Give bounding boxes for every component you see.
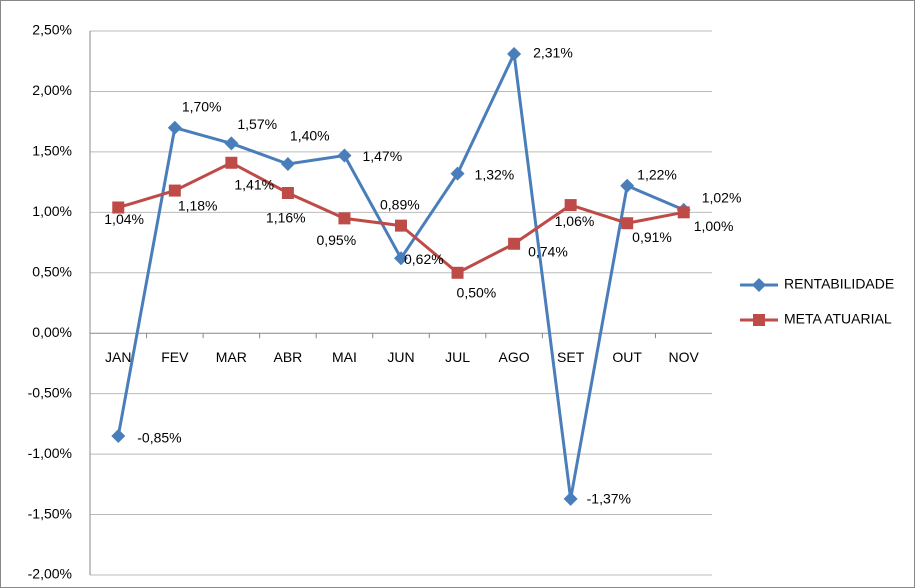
marker [451, 266, 464, 279]
data-label: 1,70% [182, 98, 222, 114]
x-tick-label: ABR [274, 349, 303, 365]
data-label: 0,74% [528, 243, 568, 259]
marker [752, 278, 766, 292]
data-label: 1,41% [234, 176, 274, 192]
y-tick-label: 1,00% [32, 203, 72, 219]
data-label: 1,40% [290, 128, 330, 144]
marker [337, 148, 352, 163]
data-label: -1,37% [587, 491, 631, 507]
y-tick-label: 1,50% [32, 143, 72, 159]
marker [677, 206, 690, 219]
marker [621, 217, 634, 230]
marker [394, 251, 408, 266]
x-tick-label: JUL [445, 349, 470, 365]
marker [753, 314, 765, 326]
legend-label: RENTABILIDADE [784, 276, 894, 292]
marker [280, 156, 295, 171]
marker [111, 428, 126, 443]
marker [112, 201, 125, 214]
data-label: 1,16% [266, 210, 306, 226]
x-tick-label: FEV [161, 349, 189, 365]
y-tick-label: -2,00% [28, 566, 72, 582]
data-label: 0,91% [632, 229, 672, 245]
legend-label: META ATUARIAL [784, 311, 892, 327]
y-tick-label: -0,50% [28, 384, 72, 400]
data-label: 0,50% [457, 284, 497, 300]
marker [564, 199, 577, 212]
data-label: 1,32% [475, 166, 515, 182]
data-label: 1,06% [555, 213, 595, 229]
marker [563, 491, 578, 506]
marker [224, 136, 239, 151]
x-tick-label: SET [557, 349, 585, 365]
marker [168, 184, 181, 197]
data-label: 1,04% [104, 211, 144, 227]
marker [225, 156, 238, 169]
marker [508, 237, 521, 250]
y-tick-label: -1,50% [28, 505, 72, 521]
data-label: 0,62% [404, 251, 444, 267]
x-tick-label: JUN [387, 349, 414, 365]
data-label: 1,22% [637, 166, 677, 182]
x-tick-label: OUT [612, 349, 642, 365]
marker [395, 219, 407, 232]
data-label: 1,47% [362, 148, 402, 164]
marker [281, 186, 294, 199]
data-label: 0,95% [316, 232, 356, 248]
data-label: 2,31% [533, 45, 573, 61]
x-tick-label: NOV [669, 349, 700, 365]
x-tick-label: MAR [216, 349, 247, 365]
marker [167, 120, 182, 135]
marker [620, 178, 635, 193]
x-tick-label: MAI [332, 349, 357, 365]
x-tick-label: JAN [105, 349, 131, 365]
data-label: 1,02% [702, 190, 742, 206]
data-label: 1,57% [237, 116, 277, 132]
data-label: 0,89% [380, 196, 420, 212]
y-tick-label: 0,50% [32, 263, 72, 279]
y-tick-label: 2,00% [32, 82, 72, 98]
y-tick-label: -1,00% [28, 445, 72, 461]
data-label: -0,85% [137, 430, 181, 446]
marker [338, 212, 351, 225]
data-label: 1,18% [178, 197, 218, 213]
x-tick-label: AGO [499, 349, 530, 365]
marker [507, 46, 522, 61]
marker [450, 166, 465, 181]
data-label: 1,00% [694, 218, 734, 234]
y-tick-label: 2,50% [32, 22, 72, 38]
y-tick-label: 0,00% [32, 324, 72, 340]
